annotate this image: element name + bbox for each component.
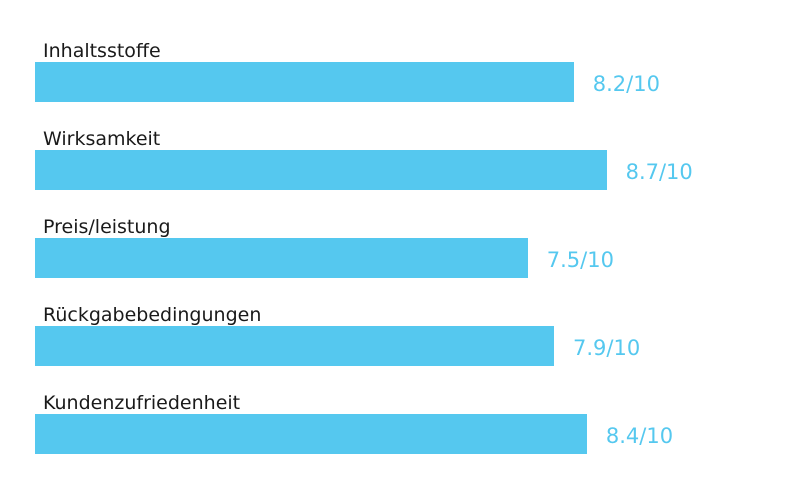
bar <box>35 238 528 278</box>
category-label: Preis/leistung <box>43 216 171 238</box>
bar <box>35 62 574 102</box>
value-label: 8.7/10 <box>625 160 693 184</box>
category-label: Wirksamkeit <box>43 128 161 150</box>
category-label: Inhaltsstoffe <box>43 40 161 62</box>
value-label: 8.2/10 <box>592 72 660 96</box>
category-label: Rückgabebedingungen <box>43 304 262 326</box>
value-label: 7.9/10 <box>573 336 641 360</box>
bar <box>35 150 607 190</box>
value-label: 7.5/10 <box>546 248 614 272</box>
value-label: 8.4/10 <box>605 424 674 448</box>
category-label: Kundenzufriedenheit <box>43 392 241 414</box>
bar <box>35 414 587 454</box>
bar <box>35 326 555 366</box>
